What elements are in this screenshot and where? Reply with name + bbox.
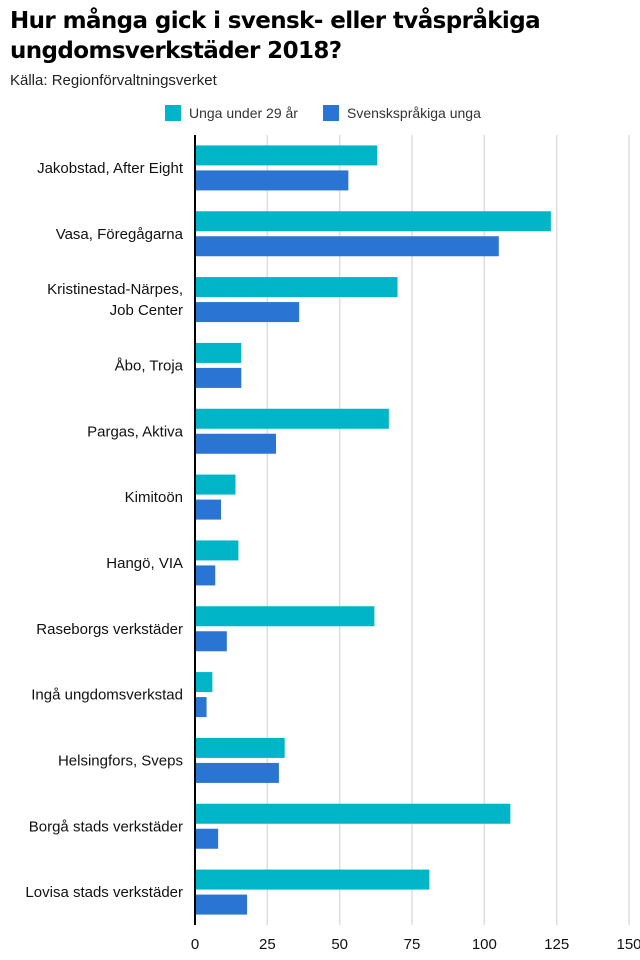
bar-svensksprakiga-2	[195, 302, 300, 323]
category-label-5: Kimitoön	[125, 489, 183, 506]
bar-unga-0	[195, 145, 378, 166]
legend-item-series-0: Unga under 29 år	[165, 103, 298, 123]
category-label-11: Lovisa stads verkstäder	[25, 884, 183, 901]
legend-swatch-series-0	[165, 105, 181, 121]
category-label-4: Pargas, Aktiva	[87, 423, 184, 440]
bar-svensksprakiga-5	[195, 499, 222, 520]
category-label-7: Raseborgs verkstäder	[36, 621, 183, 638]
category-label-2: Kristinestad-Närpes, Job Center	[47, 281, 183, 319]
x-tick-label-1: 25	[259, 936, 276, 953]
bar-unga-11	[195, 869, 430, 890]
bar-svensksprakiga-0	[195, 170, 349, 191]
bar-svensksprakiga-7	[195, 631, 227, 652]
legend-swatch-series-1	[323, 105, 339, 121]
x-tick-label-3: 75	[404, 936, 421, 953]
category-label-0: Jakobstad, After Eight	[37, 160, 184, 177]
bar-unga-5	[195, 474, 236, 495]
bar-unga-4	[195, 408, 389, 429]
bar-svensksprakiga-4	[195, 433, 277, 454]
bar-svensksprakiga-1	[195, 236, 499, 257]
legend-label-series-1: Svenskspråkiga unga	[347, 105, 481, 121]
x-tick-label-2: 50	[331, 936, 348, 953]
x-tick-label-4: 100	[472, 936, 497, 953]
bar-unga-3	[195, 342, 242, 363]
bar-unga-9	[195, 737, 285, 758]
category-label-8: Ingå ungdomsverkstad	[31, 687, 183, 704]
legend-item-series-1: Svenskspråkiga unga	[323, 103, 481, 123]
category-label-9: Helsingfors, Sveps	[58, 752, 183, 769]
bar-unga-2	[195, 277, 398, 298]
bar-unga-7	[195, 606, 375, 627]
bar-svensksprakiga-8	[195, 697, 207, 718]
bar-svensksprakiga-11	[195, 894, 248, 915]
bar-svensksprakiga-9	[195, 762, 279, 783]
bar-svensksprakiga-10	[195, 828, 219, 849]
bar-unga-10	[195, 803, 511, 824]
x-tick-label-5: 125	[544, 936, 569, 953]
bar-unga-8	[195, 672, 213, 693]
bar-svensksprakiga-3	[195, 367, 242, 388]
category-label-6: Hangö, VIA	[106, 555, 183, 572]
category-label-10: Borgå stads verkstäder	[29, 818, 183, 835]
chart-source: Källa: Regionförvaltningsverket	[10, 72, 217, 89]
bar-unga-1	[195, 211, 551, 232]
bar-svensksprakiga-6	[195, 565, 216, 586]
chart-title: Hur många gick i svensk- eller tvåspråki…	[10, 8, 541, 64]
legend-label-series-0: Unga under 29 år	[189, 105, 298, 121]
x-tick-label-6: 150	[616, 936, 640, 953]
bar-unga-6	[195, 540, 239, 561]
chart-legend: Unga under 29 år Svenskspråkiga unga	[0, 103, 640, 123]
category-label-3: Åbo, Troja	[115, 357, 184, 374]
x-tick-label-0: 0	[191, 936, 199, 953]
category-label-1: Vasa, Föregågarna	[56, 226, 184, 243]
